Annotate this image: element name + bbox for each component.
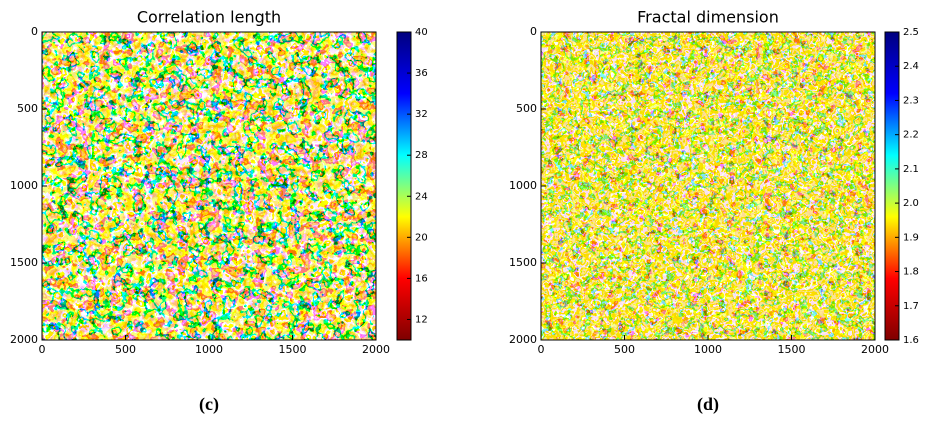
- colorbar-tick-label: 24: [415, 191, 428, 202]
- y-tick-label: 1500: [509, 256, 537, 269]
- x-tick-label: 1500: [279, 343, 307, 356]
- colorbar-tick-label: 28: [415, 150, 428, 161]
- colorbar-tick-label: 1.6: [903, 335, 919, 346]
- y-tick-label: 1000: [509, 179, 537, 192]
- colorbar-tick-label: 32: [415, 109, 428, 120]
- colorbar-tick-label: 16: [415, 273, 428, 284]
- colorbar: [884, 31, 900, 341]
- colorbar-tick-label: 12: [415, 314, 428, 325]
- colorbar-tick-label: 2.3: [903, 95, 919, 106]
- colorbar-tick-label: 1.9: [903, 232, 919, 243]
- y-tick-label: 2000: [10, 333, 38, 346]
- x-tick-label: 1000: [195, 343, 223, 356]
- chart-title: Correlation length: [137, 8, 281, 27]
- x-tick-label: 1000: [694, 343, 722, 356]
- colorbar: [396, 31, 412, 341]
- x-tick-label: 2000: [861, 343, 889, 356]
- chart-title: Fractal dimension: [637, 8, 779, 27]
- colorbar-tick-label: 1.7: [903, 301, 919, 312]
- colorbar-tick-label: 2.4: [903, 61, 919, 72]
- colorbar-tick-label: 2.0: [903, 198, 919, 209]
- y-tick-label: 500: [17, 102, 38, 115]
- x-tick-label: 2000: [362, 343, 390, 356]
- y-tick-label: 500: [516, 102, 537, 115]
- heatmap-image: [42, 32, 376, 340]
- caption: (d): [697, 394, 719, 415]
- x-tick-label: 500: [614, 343, 635, 356]
- colorbar-tick-label: 40: [415, 27, 428, 38]
- x-tick-label: 500: [115, 343, 136, 356]
- colorbar-tick-label: 1.8: [903, 267, 919, 278]
- y-tick-label: 1500: [10, 256, 38, 269]
- heatmap-image: [541, 32, 875, 340]
- x-tick-label: 1500: [778, 343, 806, 356]
- colorbar-tick-label: 2.1: [903, 164, 919, 175]
- colorbar-tick-label: 2.2: [903, 130, 919, 141]
- y-tick-label: 0: [31, 25, 38, 38]
- colorbar-tick-label: 36: [415, 68, 428, 79]
- y-tick-label: 0: [530, 25, 537, 38]
- x-tick-label: 0: [538, 343, 545, 356]
- y-tick-label: 1000: [10, 179, 38, 192]
- caption: (c): [199, 394, 219, 415]
- y-tick-label: 2000: [509, 333, 537, 346]
- colorbar-tick-label: 20: [415, 232, 428, 243]
- colorbar-tick-label: 2.5: [903, 27, 919, 38]
- x-tick-label: 0: [39, 343, 46, 356]
